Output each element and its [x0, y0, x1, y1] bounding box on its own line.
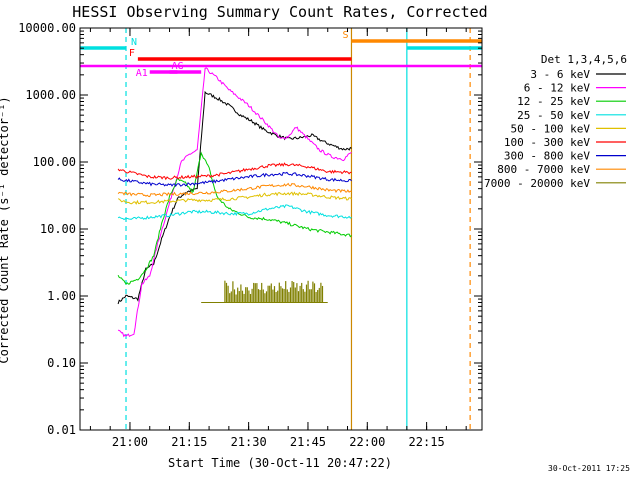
series-100-300-kev [117, 162, 352, 181]
legend-item-label: 800 - 7000 keV [497, 163, 590, 176]
y-tick-label: 100.00 [33, 155, 76, 169]
legend-item-label: 300 - 800 keV [504, 150, 590, 163]
x-tick-label: 21:15 [171, 435, 207, 449]
plot-frame [79, 27, 483, 431]
x-axis-label: Start Time (30-Oct-11 20:47:22) [168, 456, 392, 470]
x-tick-label: 22:15 [409, 435, 445, 449]
x-tick-label: 21:30 [231, 435, 267, 449]
legend-item-label: 7000 - 20000 keV [484, 177, 590, 190]
legend-title: Det 1,3,4,5,6 [541, 53, 627, 66]
x-tick-label: 22:00 [349, 435, 385, 449]
series-50-100-kev [117, 191, 352, 205]
data-series [117, 67, 352, 338]
flag-label-s: S [342, 30, 348, 41]
flag-label-f: F [129, 48, 135, 59]
chart-title: HESSI Observing Summary Count Rates, Cor… [72, 3, 487, 21]
series-25-50-kev [117, 204, 352, 221]
axis-ticks: 10000.00 1000.00 100.00 10.00 1.00 0.10 0.01 21… [18, 21, 482, 449]
generated-timestamp: 30-Oct-2011 17:25 [548, 464, 630, 473]
y-tick-label: 10.00 [40, 222, 76, 236]
flag-label-n: N [131, 37, 137, 48]
y-tick-label: 0.01 [47, 423, 76, 437]
flag-label-ag: AG [172, 61, 184, 72]
flag-label-a1: A1 [136, 68, 148, 79]
legend-item-label: 25 - 50 keV [517, 109, 590, 122]
legend-item-label: 6 - 12 keV [524, 82, 591, 95]
y-tick-label: 1000.00 [25, 88, 76, 102]
flag-bars: N S F AG A1 [80, 30, 482, 79]
legend-item-label: 50 - 100 keV [511, 122, 591, 135]
series-300-800-kev [117, 171, 352, 188]
y-tick-label: 1.00 [47, 289, 76, 303]
series-3-6-kev [117, 90, 352, 305]
x-tick-label: 21:00 [112, 435, 148, 449]
series-800-7000-kev [117, 182, 352, 198]
y-tick-label: 0.10 [47, 356, 76, 370]
legend-item-label: 12 - 25 keV [517, 95, 590, 108]
legend-item-label: 3 - 6 keV [530, 68, 590, 81]
series-12-25-kev [117, 151, 352, 285]
series-6-12-kev [117, 67, 352, 338]
x-tick-label: 21:45 [290, 435, 326, 449]
series-7000-20000-kev [201, 280, 328, 303]
vertical-marker-lines [125, 28, 471, 430]
y-tick-label: 10000.00 [18, 21, 76, 35]
y-axis-label: Corrected Count Rate (s⁻¹ detector⁻¹) [0, 96, 11, 363]
legend-item-label: 100 - 300 keV [504, 136, 590, 149]
